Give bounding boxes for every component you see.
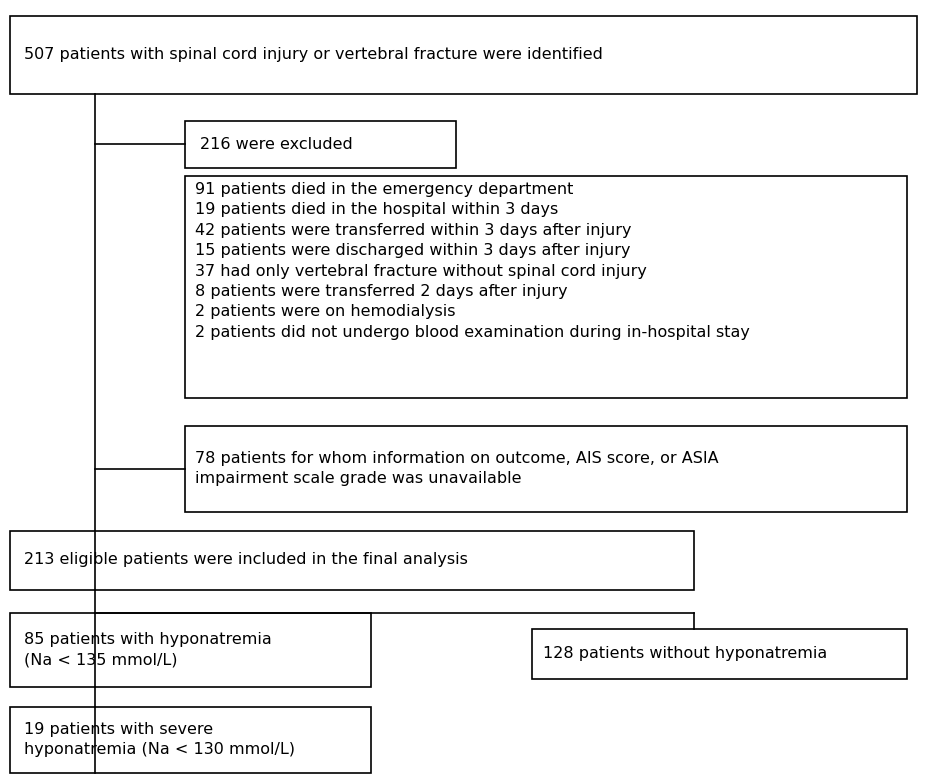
FancyBboxPatch shape xyxy=(10,707,370,773)
Text: 78 patients for whom information on outcome, AIS score, or ASIA
impairment scale: 78 patients for whom information on outc… xyxy=(195,451,718,487)
Text: 128 patients without hyponatremia: 128 patients without hyponatremia xyxy=(543,646,827,662)
Text: 507 patients with spinal cord injury or vertebral fracture were identified: 507 patients with spinal cord injury or … xyxy=(24,47,602,62)
FancyBboxPatch shape xyxy=(10,613,370,687)
Text: 19 patients with severe
hyponatremia (Na < 130 mmol/L): 19 patients with severe hyponatremia (Na… xyxy=(24,722,294,758)
Text: 216 were excluded: 216 were excluded xyxy=(200,137,352,152)
Text: 91 patients died in the emergency department
19 patients died in the hospital wi: 91 patients died in the emergency depart… xyxy=(195,182,750,340)
Text: 85 patients with hyponatremia
(Na < 135 mmol/L): 85 patients with hyponatremia (Na < 135 … xyxy=(24,632,272,668)
Text: 213 eligible patients were included in the final analysis: 213 eligible patients were included in t… xyxy=(24,552,467,568)
FancyBboxPatch shape xyxy=(532,629,907,679)
FancyBboxPatch shape xyxy=(10,531,694,590)
FancyBboxPatch shape xyxy=(185,176,907,398)
FancyBboxPatch shape xyxy=(10,16,917,94)
FancyBboxPatch shape xyxy=(185,426,907,512)
FancyBboxPatch shape xyxy=(185,121,456,168)
